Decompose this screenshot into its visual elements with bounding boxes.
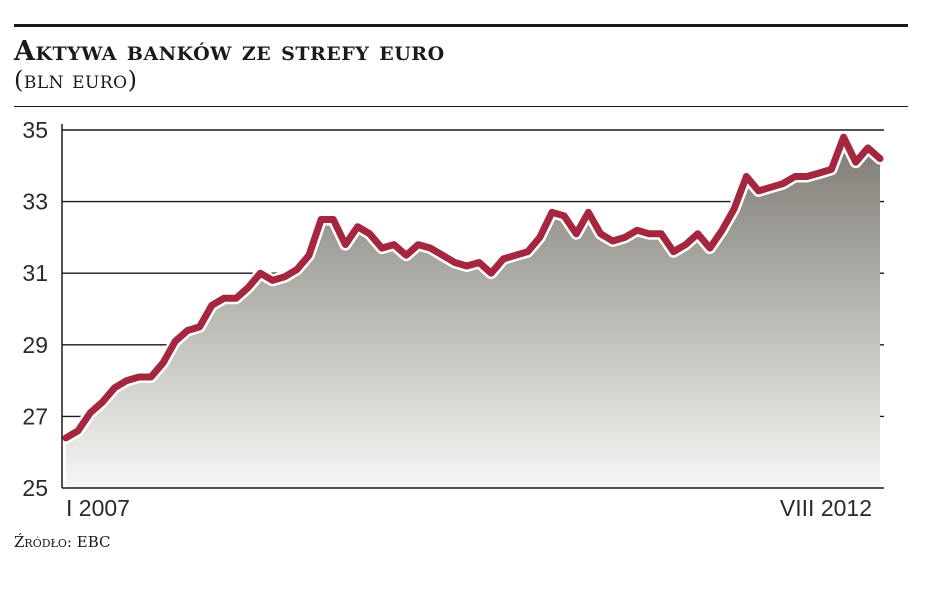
top-rule: [14, 24, 908, 27]
x-tick-label-end: VIII 2012: [780, 495, 872, 521]
axes: [61, 124, 884, 489]
y-tick-label: 25: [22, 475, 48, 501]
x-tick-label-start: I 2007: [66, 495, 130, 521]
area-fill: [66, 137, 880, 488]
y-tick-label: 33: [22, 189, 48, 215]
y-tick-labels: 25 27 29 31 33 35: [22, 117, 48, 501]
y-tick-label: 35: [22, 117, 48, 143]
header-divider: [14, 106, 908, 107]
y-tick-label: 31: [22, 260, 48, 286]
x-tick-labels: I 2007 VIII 2012: [66, 495, 872, 521]
y-tick-label: 27: [22, 403, 48, 429]
chart-subtitle: (bln euro): [14, 66, 138, 94]
chart-title: Aktywa banków ze strefy euro: [14, 36, 445, 67]
y-tick-label: 29: [22, 332, 48, 358]
source-note: Źródło: EBC: [14, 533, 111, 551]
series-line: [62, 133, 884, 442]
